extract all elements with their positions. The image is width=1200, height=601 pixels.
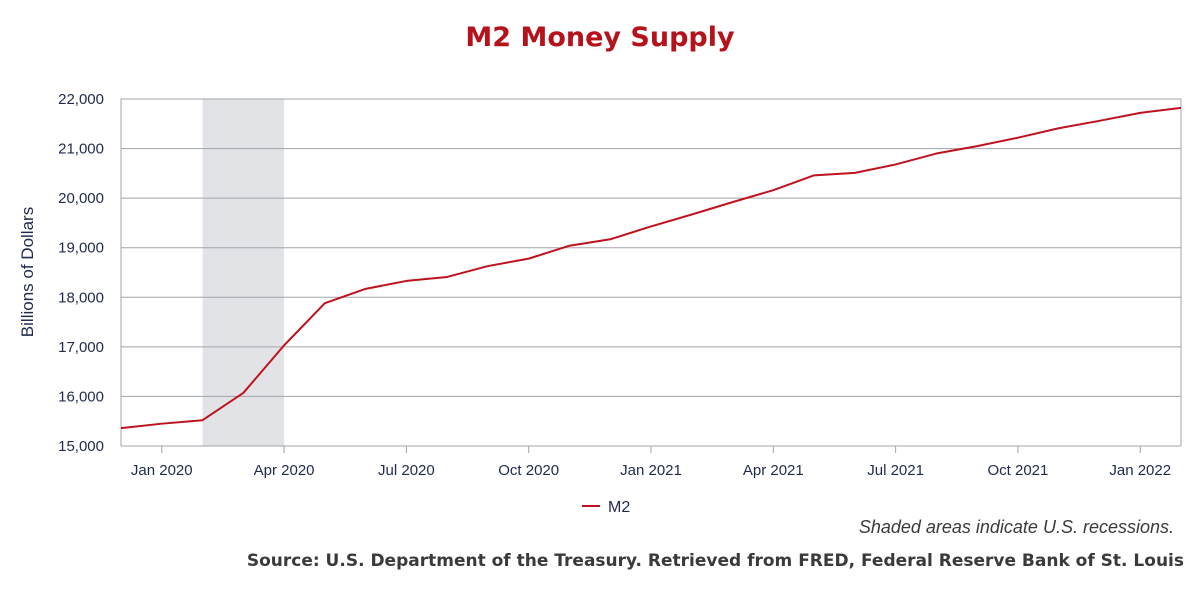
recession-note: Shaded areas indicate U.S. recessions. bbox=[858, 517, 1174, 537]
x-tick-label: Jan 2022 bbox=[1109, 462, 1171, 479]
x-tick-label: Jul 2021 bbox=[867, 462, 924, 479]
y-axis-label: Billions of Dollars bbox=[18, 207, 37, 337]
series-layer bbox=[120, 106, 1182, 430]
y-tick-label: 22,000 bbox=[58, 91, 104, 108]
x-tick-label: Jul 2020 bbox=[378, 462, 435, 479]
y-tick-label: 19,000 bbox=[58, 240, 104, 257]
recession-shade bbox=[202, 99, 285, 446]
x-tick-label: Oct 2020 bbox=[498, 462, 559, 479]
grid-layer bbox=[120, 98, 1182, 447]
y-tick-label: 15,000 bbox=[58, 438, 104, 455]
series-line-m2 bbox=[120, 106, 1182, 430]
y-tick-label: 17,000 bbox=[58, 339, 104, 356]
y-tick-label: 21,000 bbox=[58, 141, 104, 158]
axis-layer: 15,000 16,000 17,000 18,000 19,000 20,000 21,0… bbox=[58, 91, 1171, 479]
chart-title: M2 Money Supply bbox=[465, 22, 735, 53]
x-tick-label: Jan 2020 bbox=[131, 462, 193, 479]
x-tick-label: Apr 2021 bbox=[743, 462, 804, 479]
x-tick-label: Oct 2021 bbox=[987, 462, 1048, 479]
y-tick-label: 16,000 bbox=[58, 388, 104, 405]
y-tick-label: 18,000 bbox=[58, 289, 104, 306]
recession-layer bbox=[202, 99, 285, 446]
x-tick-label: Jan 2021 bbox=[620, 462, 682, 479]
y-tick-label: 20,000 bbox=[58, 190, 104, 207]
legend: M2 bbox=[582, 499, 630, 516]
x-tick-label: Apr 2020 bbox=[254, 462, 315, 479]
source-note: Source: U.S. Department of the Treasury.… bbox=[246, 551, 1184, 571]
legend-label-m2: M2 bbox=[608, 499, 630, 516]
